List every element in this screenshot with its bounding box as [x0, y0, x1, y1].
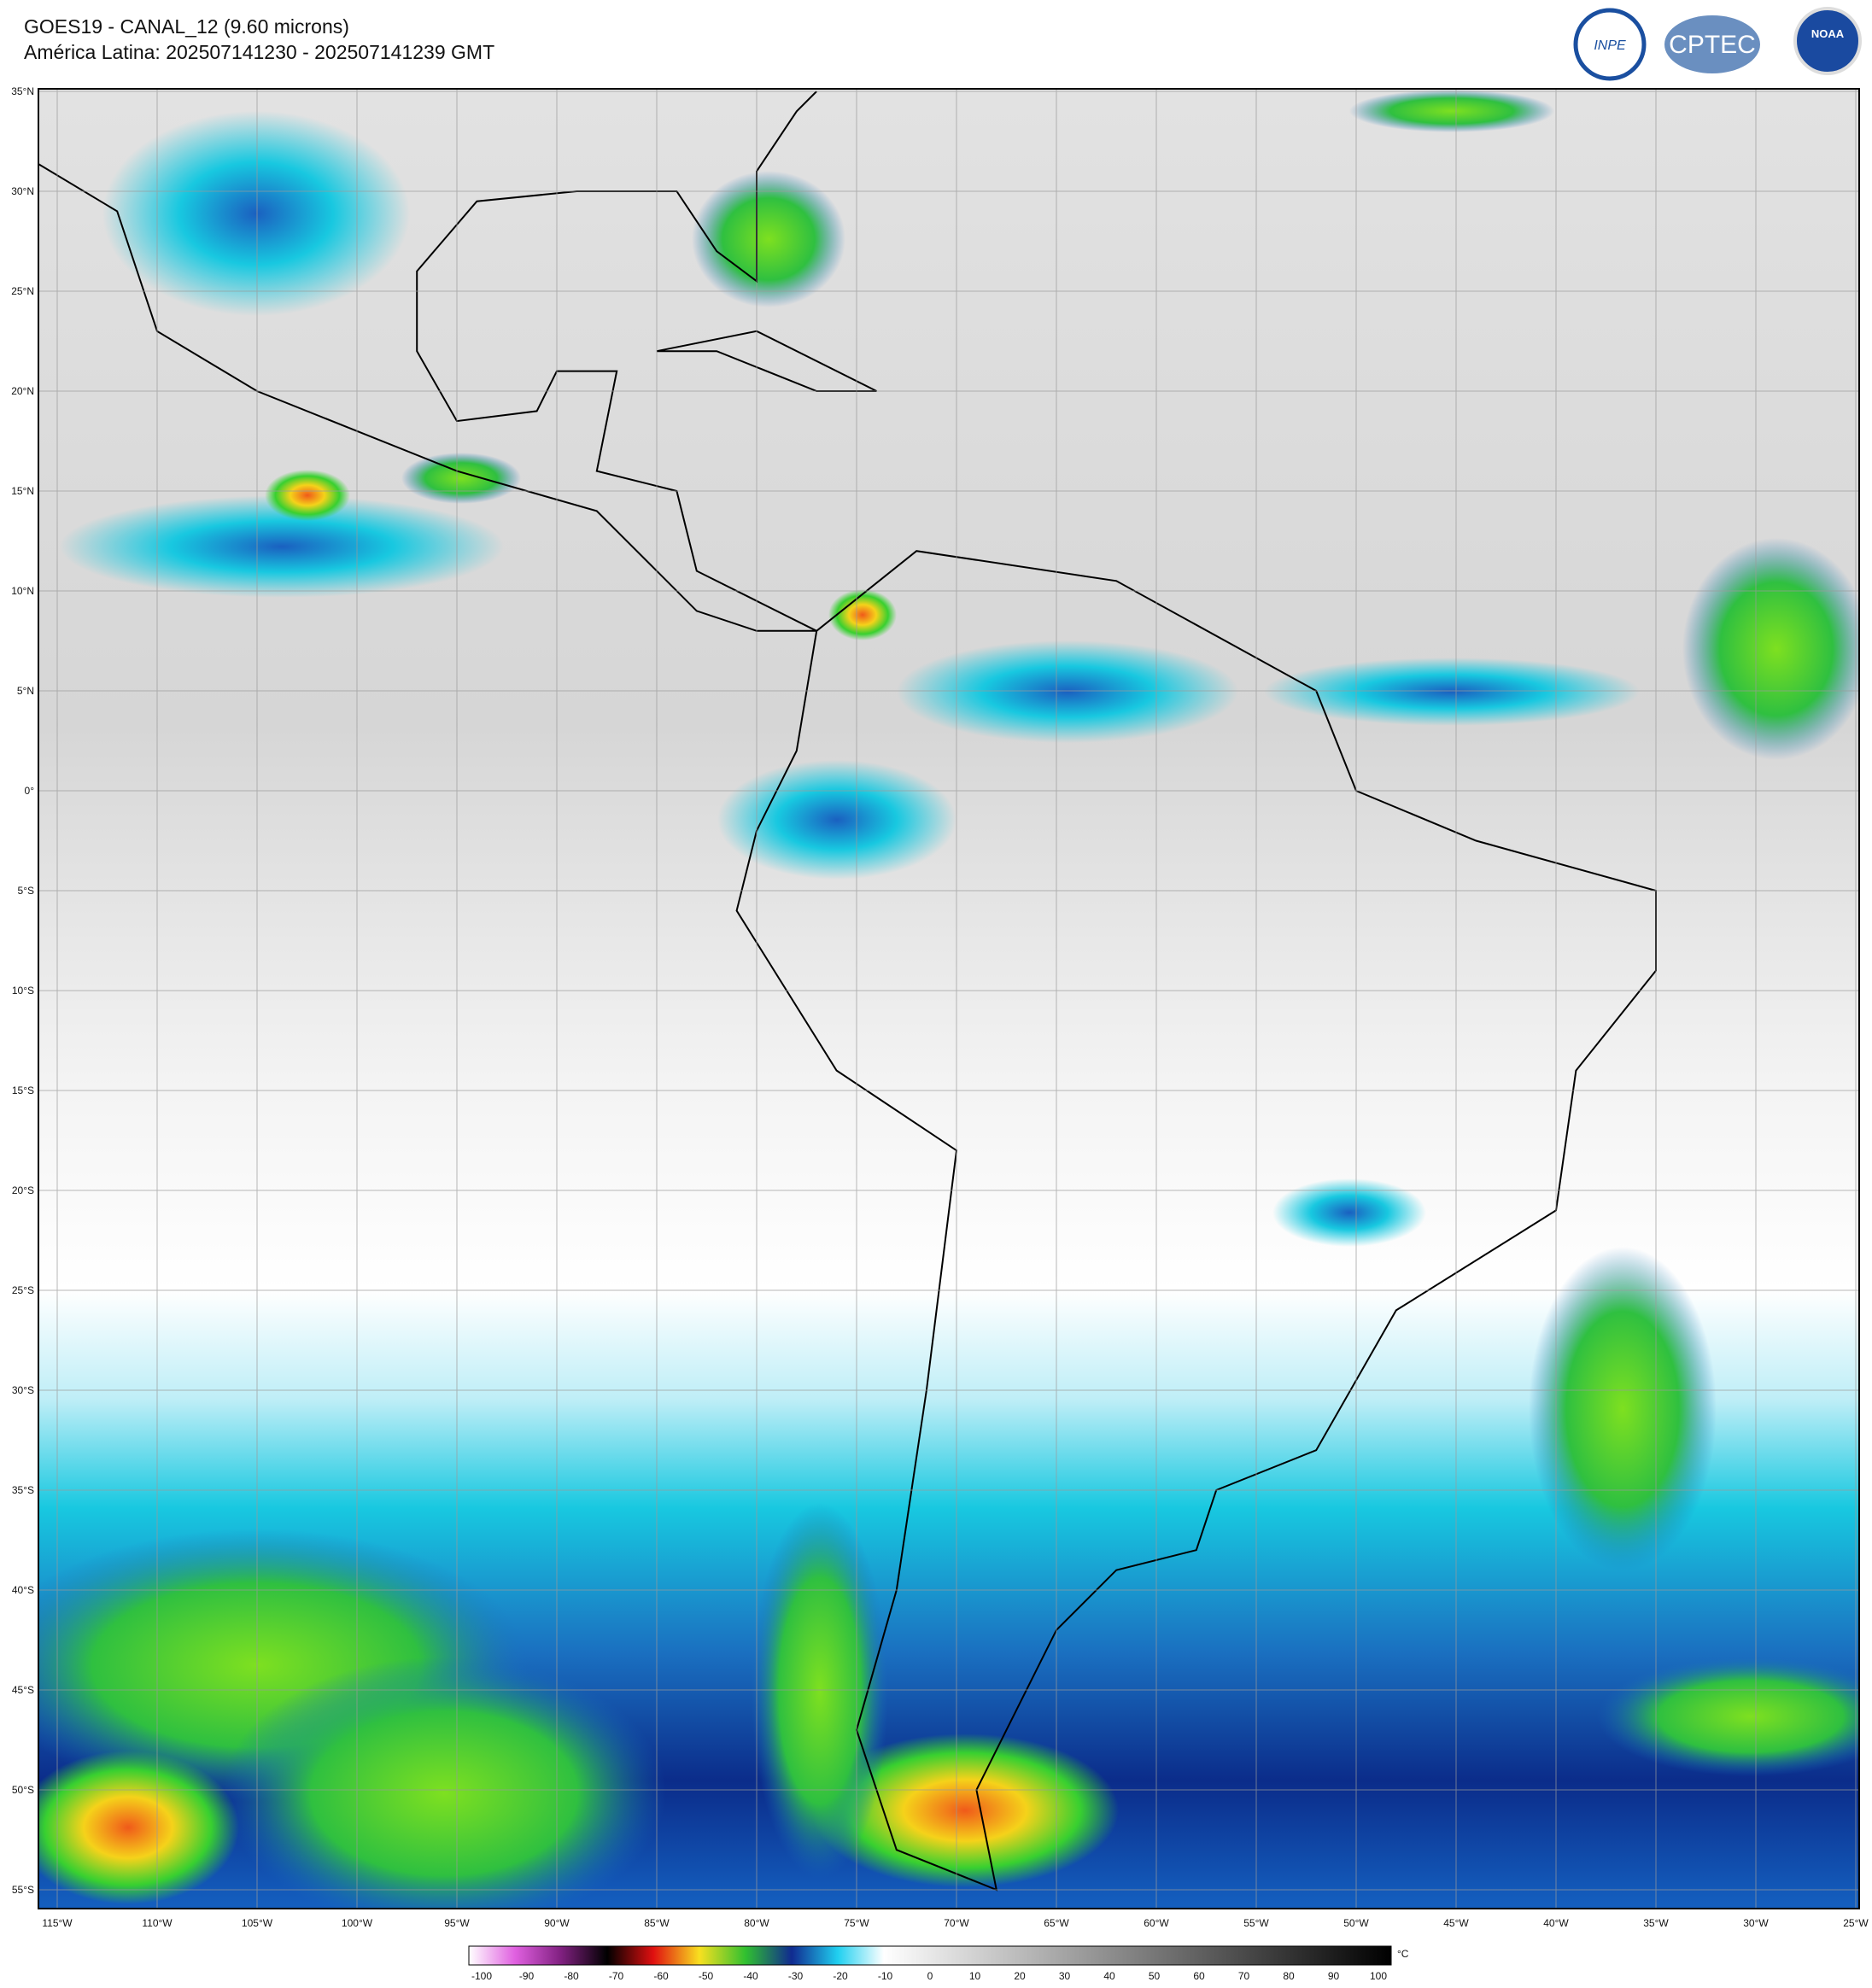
lat-label: 10°S: [12, 985, 34, 997]
colorbar-tick: 10: [969, 1970, 981, 1982]
lon-label: 95°W: [444, 1917, 470, 1929]
lat-label: 35°N: [11, 85, 34, 97]
colorbar-tick: -40: [743, 1970, 758, 1982]
logo-text: INPE: [1594, 38, 1626, 53]
lon-label: 80°W: [744, 1917, 769, 1929]
lon-label: 65°W: [1044, 1917, 1069, 1929]
colorbar-tick: -10: [878, 1970, 893, 1982]
colorbar-tick: -100: [471, 1970, 492, 1982]
lon-label: 90°W: [544, 1917, 570, 1929]
logos: INPE CPTEC NOAA: [1573, 7, 1862, 81]
lon-label: 40°W: [1543, 1917, 1569, 1929]
colorbar-tick: 70: [1238, 1970, 1250, 1982]
lat-label: 5°S: [18, 885, 34, 897]
lon-label: 70°W: [944, 1917, 969, 1929]
lat-label: 25°N: [11, 285, 34, 297]
colorbar-tick: 60: [1193, 1970, 1205, 1982]
lat-label: 40°S: [12, 1584, 34, 1596]
colorbar-tick: -30: [788, 1970, 804, 1982]
lat-label: 15°N: [11, 485, 34, 497]
coastline: [735, 550, 1657, 1892]
colorbar-tick: 50: [1149, 1970, 1161, 1982]
lon-label: 75°W: [844, 1917, 869, 1929]
colorbar-tick: 0: [927, 1970, 933, 1982]
lat-label: 0°: [25, 785, 35, 797]
lon-label: 105°W: [242, 1917, 273, 1929]
colorbar-tick: 40: [1103, 1970, 1115, 1982]
lon-label: 115°W: [42, 1917, 73, 1929]
colorbar-tick: -20: [833, 1970, 848, 1982]
colorbar-tick: 80: [1283, 1970, 1295, 1982]
lon-label: 110°W: [142, 1917, 173, 1929]
lon-label: 100°W: [342, 1917, 373, 1929]
logo-text: CPTEC: [1669, 31, 1756, 59]
colorbar: [468, 1945, 1392, 1966]
colorbar-tick: -70: [609, 1970, 624, 1982]
logo-text: NOAA: [1811, 27, 1845, 40]
lat-label: 25°S: [12, 1284, 34, 1296]
lon-label: 25°W: [1843, 1917, 1869, 1929]
colorbar-unit: °C: [1397, 1948, 1409, 1960]
lon-label: 30°W: [1743, 1917, 1769, 1929]
lat-label: 20°N: [11, 385, 34, 397]
colorbar-tick: -50: [699, 1970, 714, 1982]
lat-label: 30°S: [12, 1384, 34, 1396]
colorbar-tick: 100: [1370, 1970, 1387, 1982]
lat-label: 5°N: [17, 685, 34, 697]
lat-label: 45°S: [12, 1684, 34, 1696]
colorbar-tick: 20: [1014, 1970, 1026, 1982]
lon-label: 45°W: [1443, 1917, 1469, 1929]
colorbar-tick: 90: [1328, 1970, 1340, 1982]
colorbar-tick: -90: [519, 1970, 535, 1982]
colorbar-tick: -80: [564, 1970, 579, 1982]
lon-label: 35°W: [1643, 1917, 1669, 1929]
imagery: [38, 89, 1859, 1909]
colorbar-tick: -60: [653, 1970, 669, 1982]
title: GOES19 - CANAL_12 (9.60 microns): [24, 15, 349, 38]
lon-label: 50°W: [1343, 1917, 1369, 1929]
lat-label: 50°S: [12, 1784, 34, 1796]
lat-label: 35°S: [12, 1484, 34, 1496]
colorbar-tick: 30: [1059, 1970, 1071, 1982]
lat-label: 15°S: [12, 1085, 34, 1096]
lon-label: 55°W: [1243, 1917, 1269, 1929]
lon-label: 85°W: [644, 1917, 670, 1929]
lat-label: 10°N: [11, 585, 34, 597]
lat-label: 55°S: [12, 1884, 34, 1896]
lat-label: 20°S: [12, 1184, 34, 1196]
lon-label: 60°W: [1144, 1917, 1169, 1929]
subtitle: América Latina: 202507141230 - 202507141…: [24, 41, 495, 63]
lat-label: 30°N: [11, 185, 34, 197]
